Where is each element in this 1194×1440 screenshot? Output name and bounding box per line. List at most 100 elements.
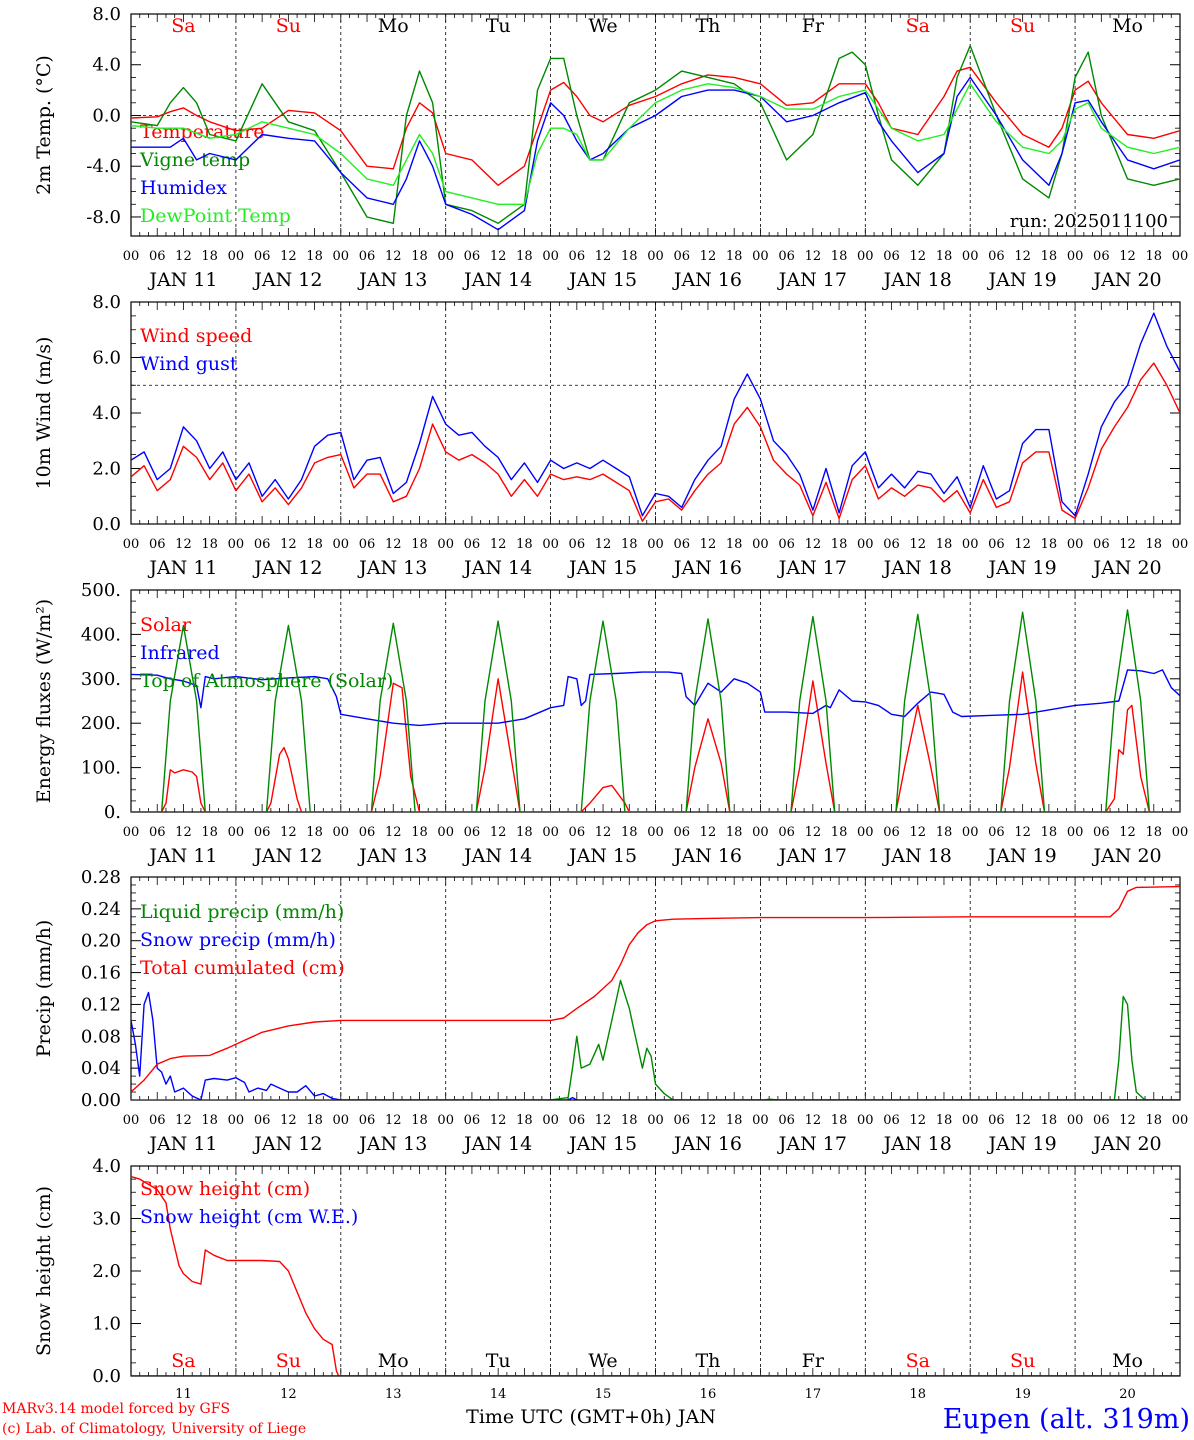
day-label: JAN 20: [1091, 269, 1161, 291]
weekday-label: We: [588, 1350, 617, 1372]
weekday-label: Mo: [378, 15, 409, 37]
legend-entry: DewPoint Temp: [140, 205, 291, 227]
day-label: JAN 13: [357, 845, 427, 867]
hour-tick-label: 06: [149, 249, 166, 264]
series-line-vigne-temp: [131, 45, 1180, 225]
hour-tick-label: 18: [306, 1113, 323, 1128]
panel-1: 8.0 4.0 0.0 -4.0 -8.0 2m Temp. (°C) 00 06 12 18 JA…: [33, 4, 1188, 291]
legend-entry: Top of Atmosphere (Solar): [140, 670, 393, 692]
hour-tick-label: 12: [1119, 537, 1136, 552]
panel-3: 500. 400. 300. 200. 100. 0. Energy fluxes (W/m…: [33, 580, 1188, 867]
day-label: JAN 17: [777, 1133, 847, 1155]
weekday-label: Th: [695, 15, 720, 37]
hour-tick-label: 12: [909, 1113, 926, 1128]
day-label: JAN 18: [882, 557, 952, 579]
hour-tick-label: 18: [831, 249, 848, 264]
hour-tick-label: 12: [700, 249, 717, 264]
day-label: JAN 20: [1091, 845, 1161, 867]
hour-tick-label: 18: [306, 537, 323, 552]
hour-tick-label: 00: [857, 537, 874, 552]
hour-tick-label: 00: [542, 249, 559, 264]
series-line-snow-precip-mm-h-: [131, 991, 1180, 1100]
weekday-label: Sa: [171, 1350, 195, 1372]
hour-tick-label: 18: [1146, 537, 1163, 552]
hour-tick-label: 06: [778, 1113, 795, 1128]
hour-tick-label: 18: [201, 825, 218, 840]
hour-tick-label: 12: [175, 825, 192, 840]
hour-tick-label: 12: [805, 537, 822, 552]
day-label: JAN 15: [567, 557, 637, 579]
y-tick-label: 1.0: [92, 1314, 121, 1335]
hour-tick-label: 06: [569, 537, 586, 552]
hour-tick-label: 06: [569, 1113, 586, 1128]
series-line-snow-height-cm-: [131, 1175, 1180, 1376]
hour-tick-label: 06: [464, 537, 481, 552]
hour-tick-label: 12: [595, 537, 612, 552]
y-tick-label: 0.04: [81, 1058, 121, 1079]
legend-entry: Vigne temp: [139, 149, 250, 171]
day-label: JAN 12: [252, 845, 322, 867]
day-label: JAN 16: [672, 557, 742, 579]
hour-tick-label: 06: [673, 249, 690, 264]
hour-tick-label: 18: [726, 825, 743, 840]
y-axis-label: 10m Wind (m/s): [33, 337, 55, 490]
hour-tick-label: 12: [595, 1113, 612, 1128]
weekday-label: Su: [1010, 1350, 1035, 1372]
hour-tick-label: 00: [228, 825, 245, 840]
credit-line-1: MARv3.14 model forced by GFS: [2, 1401, 230, 1417]
hour-tick-label: 00: [333, 537, 350, 552]
day-label: JAN 20: [1091, 1133, 1161, 1155]
hour-tick-label: 12: [490, 537, 507, 552]
day-label: JAN 19: [987, 1133, 1057, 1155]
weekday-label: Fr: [802, 1350, 825, 1372]
day-label: JAN 12: [252, 269, 322, 291]
panel-4: 0.28 0.24 0.20 0.16 0.12 0.08 0.04 0.00 Precip (…: [33, 867, 1188, 1155]
series-line-humidex: [131, 76, 1180, 231]
y-tick-label: 0.0: [92, 105, 121, 126]
hour-tick-label: 18: [621, 1113, 638, 1128]
hour-tick-label: 00: [857, 249, 874, 264]
hour-tick-label: 18: [1146, 249, 1163, 264]
hour-tick-label: 06: [464, 249, 481, 264]
hour-tick-label: 12: [1119, 249, 1136, 264]
y-tick-label: 8.0: [92, 292, 121, 313]
hour-tick-label: 06: [1093, 537, 1110, 552]
hour-tick-label: 18: [621, 249, 638, 264]
location-label: Eupen (alt. 319m): [943, 1404, 1190, 1435]
day-label: JAN 16: [672, 269, 742, 291]
hour-tick-label: 12: [385, 249, 402, 264]
hour-tick-label: 00: [542, 825, 559, 840]
hour-tick-label: 00: [228, 537, 245, 552]
hour-tick-label: 12: [909, 825, 926, 840]
day-label: JAN 16: [672, 845, 742, 867]
legend-entry: Solar: [140, 614, 192, 636]
series-line-wind-gust: [131, 312, 1180, 517]
hour-tick-label: 18: [411, 249, 428, 264]
weekday-label: Su: [1010, 15, 1035, 37]
day-label: JAN 11: [147, 1133, 217, 1155]
hour-tick-label: 00: [333, 825, 350, 840]
hour-tick-label: 12: [490, 1113, 507, 1128]
day-number-label: 18: [909, 1387, 926, 1402]
hour-tick-label: 18: [621, 825, 638, 840]
hour-tick-label: 00: [962, 1113, 979, 1128]
hour-tick-label: 06: [254, 1113, 271, 1128]
hour-tick-label: 18: [831, 1113, 848, 1128]
day-label: JAN 19: [987, 269, 1057, 291]
hour-tick-label: 00: [123, 537, 140, 552]
y-tick-label: 100.: [81, 758, 121, 779]
day-label: JAN 14: [462, 557, 532, 579]
day-label: JAN 13: [357, 269, 427, 291]
hour-tick-label: 00: [437, 537, 454, 552]
x-axis-title: Time UTC (GMT+0h) JAN: [466, 1406, 716, 1428]
hour-tick-label: 00: [962, 537, 979, 552]
hour-tick-label: 06: [254, 249, 271, 264]
y-tick-label: 200.: [81, 713, 121, 734]
hour-tick-label: 00: [647, 249, 664, 264]
day-number-label: 20: [1119, 1387, 1136, 1402]
day-number-label: 14: [490, 1387, 507, 1402]
day-label: JAN 15: [567, 269, 637, 291]
hour-tick-label: 06: [359, 537, 376, 552]
hour-tick-label: 12: [909, 537, 926, 552]
hour-tick-label: 06: [883, 249, 900, 264]
